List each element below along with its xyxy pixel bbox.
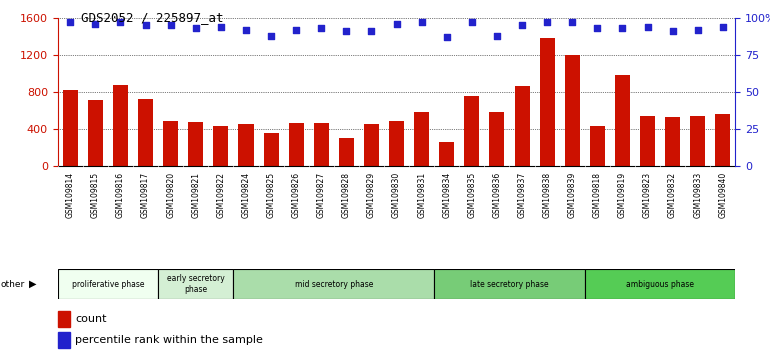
Bar [434, 269, 584, 299]
Bar [715, 114, 730, 166]
Text: GSM109828: GSM109828 [342, 172, 351, 217]
Text: GSM109829: GSM109829 [367, 172, 376, 218]
Text: GSM109819: GSM109819 [618, 172, 627, 218]
Bar [690, 116, 705, 166]
Bar [58, 311, 70, 327]
Bar [289, 123, 303, 166]
Bar [63, 90, 78, 166]
Point [416, 19, 428, 25]
Point [541, 19, 554, 25]
Bar [615, 75, 630, 166]
Text: GSM109837: GSM109837 [517, 172, 527, 218]
Text: GSM109817: GSM109817 [141, 172, 150, 218]
Bar [414, 113, 429, 166]
Point [466, 19, 478, 25]
Bar [163, 121, 178, 166]
Text: GSM109838: GSM109838 [543, 172, 551, 218]
Point [189, 25, 202, 31]
Point [215, 24, 227, 29]
Text: GSM109825: GSM109825 [266, 172, 276, 218]
Text: late secretory phase: late secretory phase [470, 280, 549, 289]
Text: GSM109815: GSM109815 [91, 172, 100, 218]
Point [440, 34, 453, 40]
Text: GSM109836: GSM109836 [493, 172, 501, 218]
Bar [339, 138, 354, 166]
Point [390, 21, 403, 27]
Text: GSM109822: GSM109822 [216, 172, 226, 217]
Point [566, 19, 578, 25]
Point [340, 28, 353, 34]
Point [139, 22, 152, 28]
Text: ambiguous phase: ambiguous phase [626, 280, 694, 289]
Bar [213, 126, 229, 166]
Bar [584, 269, 735, 299]
Point [516, 22, 528, 28]
Bar [439, 142, 454, 166]
Point [114, 19, 126, 25]
Bar [158, 269, 233, 299]
Bar [239, 124, 253, 166]
Point [365, 28, 377, 34]
Bar [464, 96, 480, 166]
Text: GSM109814: GSM109814 [65, 172, 75, 218]
Text: GSM109826: GSM109826 [292, 172, 300, 218]
Text: count: count [75, 314, 107, 324]
Point [616, 25, 628, 31]
Text: GSM109834: GSM109834 [442, 172, 451, 218]
Text: early secretory
phase: early secretory phase [167, 274, 225, 294]
Text: GSM109823: GSM109823 [643, 172, 652, 218]
Text: ▶: ▶ [29, 279, 37, 289]
Point [717, 24, 729, 29]
Bar [58, 269, 158, 299]
Bar [58, 332, 70, 348]
Text: mid secretory phase: mid secretory phase [295, 280, 373, 289]
Bar [113, 85, 128, 166]
Text: GSM109832: GSM109832 [668, 172, 677, 218]
Text: GSM109824: GSM109824 [242, 172, 250, 218]
Bar [88, 101, 103, 166]
Text: GSM109839: GSM109839 [567, 172, 577, 218]
Text: proliferative phase: proliferative phase [72, 280, 144, 289]
Bar [364, 124, 379, 166]
Text: GSM109827: GSM109827 [316, 172, 326, 218]
Text: GSM109830: GSM109830 [392, 172, 401, 218]
Text: GSM109840: GSM109840 [718, 172, 728, 218]
Bar [188, 122, 203, 166]
Point [490, 33, 503, 38]
Bar [313, 123, 329, 166]
Text: other: other [1, 280, 25, 289]
Text: GSM109833: GSM109833 [693, 172, 702, 218]
Bar [233, 269, 434, 299]
Bar [263, 133, 279, 166]
Point [239, 27, 252, 33]
Bar [540, 38, 554, 166]
Point [641, 24, 654, 29]
Text: GSM109821: GSM109821 [191, 172, 200, 217]
Text: GSM109818: GSM109818 [593, 172, 602, 217]
Text: GSM109820: GSM109820 [166, 172, 176, 218]
Point [64, 19, 76, 25]
Text: GSM109831: GSM109831 [417, 172, 426, 218]
Bar [590, 126, 605, 166]
Point [667, 28, 679, 34]
Bar [640, 116, 655, 166]
Bar [564, 55, 580, 166]
Point [290, 27, 303, 33]
Text: GDS2052 / 225897_at: GDS2052 / 225897_at [81, 11, 223, 24]
Text: GSM109816: GSM109816 [116, 172, 125, 218]
Point [591, 25, 604, 31]
Bar [138, 99, 153, 166]
Bar [514, 86, 530, 166]
Point [315, 25, 327, 31]
Point [165, 22, 177, 28]
Point [265, 33, 277, 38]
Point [89, 21, 102, 27]
Bar [389, 121, 404, 166]
Text: percentile rank within the sample: percentile rank within the sample [75, 335, 263, 345]
Bar [490, 112, 504, 166]
Text: GSM109835: GSM109835 [467, 172, 477, 218]
Bar [665, 117, 680, 166]
Point [691, 27, 704, 33]
